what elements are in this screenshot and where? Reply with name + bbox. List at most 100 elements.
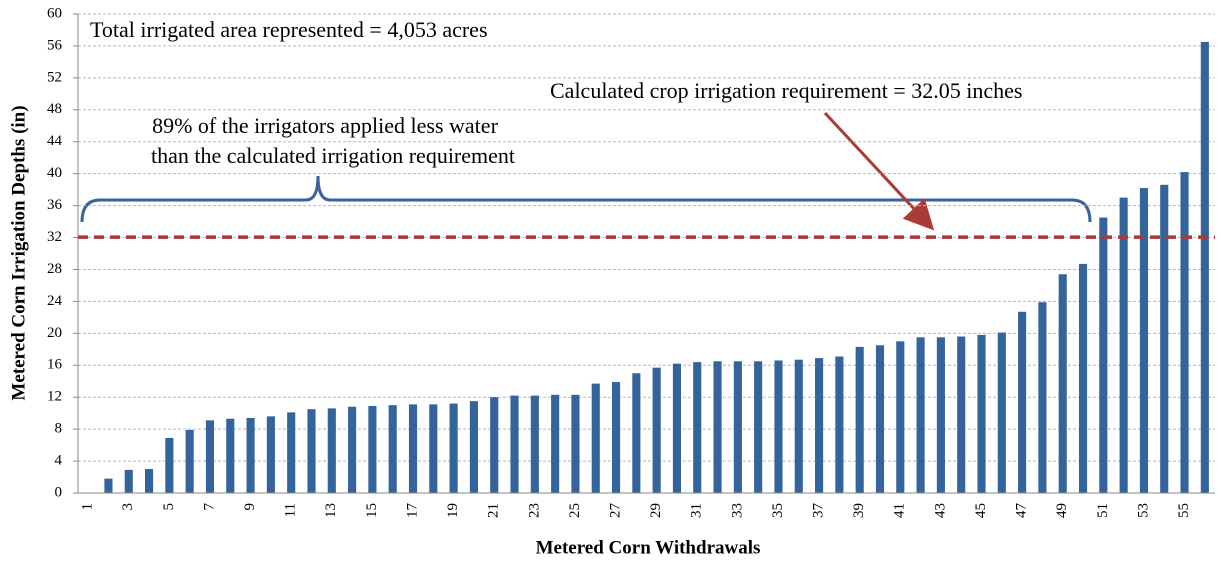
x-tick-label: 51 bbox=[1095, 503, 1111, 518]
bar bbox=[591, 383, 600, 493]
y-tick-label: 40 bbox=[47, 165, 62, 181]
y-tick-label: 56 bbox=[47, 37, 63, 53]
bar bbox=[165, 437, 174, 493]
x-tick-label: 53 bbox=[1135, 503, 1151, 518]
bar bbox=[449, 403, 458, 493]
y-tick-label: 52 bbox=[47, 69, 62, 85]
x-tick-label: 17 bbox=[404, 503, 420, 519]
bar bbox=[815, 358, 824, 493]
x-tick-label: 55 bbox=[1176, 503, 1192, 518]
x-tick-label: 1 bbox=[80, 503, 96, 511]
y-tick-label: 28 bbox=[47, 261, 62, 277]
bar bbox=[104, 478, 113, 493]
bar bbox=[652, 367, 661, 493]
x-tick-label: 23 bbox=[526, 503, 542, 518]
bar bbox=[997, 332, 1006, 493]
x-tick-label: 37 bbox=[811, 503, 827, 519]
y-tick-label: 0 bbox=[55, 484, 63, 500]
x-tick-label: 41 bbox=[892, 503, 908, 518]
x-tick-label: 31 bbox=[689, 503, 705, 518]
bar bbox=[1160, 184, 1169, 494]
bar bbox=[1139, 188, 1148, 493]
y-tick-label: 44 bbox=[47, 133, 63, 149]
bar bbox=[936, 337, 945, 493]
bar bbox=[774, 360, 783, 493]
bar bbox=[693, 362, 702, 493]
bar bbox=[1200, 41, 1209, 494]
x-tick-label: 15 bbox=[364, 503, 380, 518]
y-tick-label: 36 bbox=[47, 197, 63, 213]
bar bbox=[429, 404, 438, 493]
x-tick-label: 13 bbox=[323, 503, 339, 518]
bar bbox=[551, 394, 560, 493]
bar bbox=[896, 341, 905, 493]
y-tick-label: 12 bbox=[47, 389, 62, 405]
annotation: than the calculated irrigation requireme… bbox=[151, 143, 515, 168]
bar bbox=[1078, 263, 1088, 493]
annotation: Calculated crop irrigation requirement =… bbox=[550, 78, 1022, 103]
x-tick-label: 47 bbox=[1014, 503, 1030, 519]
x-tick-label: 11 bbox=[283, 503, 299, 517]
bar bbox=[1018, 311, 1027, 493]
bar bbox=[957, 336, 966, 493]
bar bbox=[1180, 172, 1189, 493]
brace bbox=[80, 175, 1092, 223]
x-tick-label: 9 bbox=[242, 503, 258, 511]
bar bbox=[530, 395, 539, 493]
bar bbox=[246, 417, 255, 493]
bar bbox=[1099, 217, 1108, 493]
x-tick-label: 3 bbox=[120, 503, 136, 511]
bar bbox=[124, 469, 133, 493]
x-tick-label: 27 bbox=[607, 503, 623, 519]
bar bbox=[266, 416, 275, 493]
y-axis-title: Metered Corn Irrigation Depths (in) bbox=[8, 105, 29, 400]
bar bbox=[855, 346, 864, 493]
x-tick-label: 33 bbox=[729, 503, 745, 518]
x-tick-label: 43 bbox=[932, 503, 948, 518]
bar bbox=[632, 373, 641, 493]
y-tick-label: 24 bbox=[47, 293, 63, 309]
bar bbox=[348, 406, 357, 493]
bar bbox=[490, 397, 499, 493]
bar bbox=[1058, 274, 1067, 493]
bar bbox=[1038, 302, 1047, 493]
x-tick-label: 49 bbox=[1054, 503, 1070, 518]
x-tick-label: 5 bbox=[161, 503, 177, 511]
x-tick-label: 29 bbox=[648, 503, 664, 518]
y-tick-label: 8 bbox=[55, 421, 63, 437]
x-tick-label: 19 bbox=[445, 503, 461, 518]
bar bbox=[835, 356, 844, 493]
bar bbox=[571, 394, 580, 493]
bar bbox=[733, 361, 742, 493]
y-tick-label: 48 bbox=[47, 101, 62, 117]
x-tick-label: 35 bbox=[770, 503, 786, 518]
y-tick-label: 4 bbox=[55, 453, 63, 469]
bar bbox=[205, 420, 215, 493]
y-tick-label: 20 bbox=[47, 325, 62, 341]
bar bbox=[145, 469, 154, 493]
arrow bbox=[823, 111, 935, 231]
annotation: 89% of the irrigators applied less water bbox=[152, 113, 498, 138]
bar bbox=[287, 412, 296, 493]
bar bbox=[754, 361, 763, 493]
bar bbox=[672, 363, 682, 493]
x-tick-label: 39 bbox=[851, 503, 867, 518]
y-tick-label: 32 bbox=[47, 229, 62, 245]
bar bbox=[611, 382, 621, 493]
bar bbox=[1119, 197, 1128, 493]
bar bbox=[388, 405, 397, 493]
bar bbox=[408, 404, 418, 493]
x-axis-title: Metered Corn Withdrawals bbox=[536, 537, 761, 558]
bar bbox=[713, 361, 722, 493]
bar bbox=[510, 395, 519, 493]
bar bbox=[794, 359, 803, 493]
x-tick-label: 21 bbox=[486, 503, 502, 518]
bar bbox=[875, 345, 885, 493]
y-tick-label: 16 bbox=[47, 357, 63, 373]
x-tick-label: 7 bbox=[201, 503, 217, 511]
bar bbox=[307, 409, 316, 493]
bar bbox=[916, 337, 925, 493]
x-tick-label: 25 bbox=[567, 503, 583, 518]
bar bbox=[226, 418, 235, 493]
